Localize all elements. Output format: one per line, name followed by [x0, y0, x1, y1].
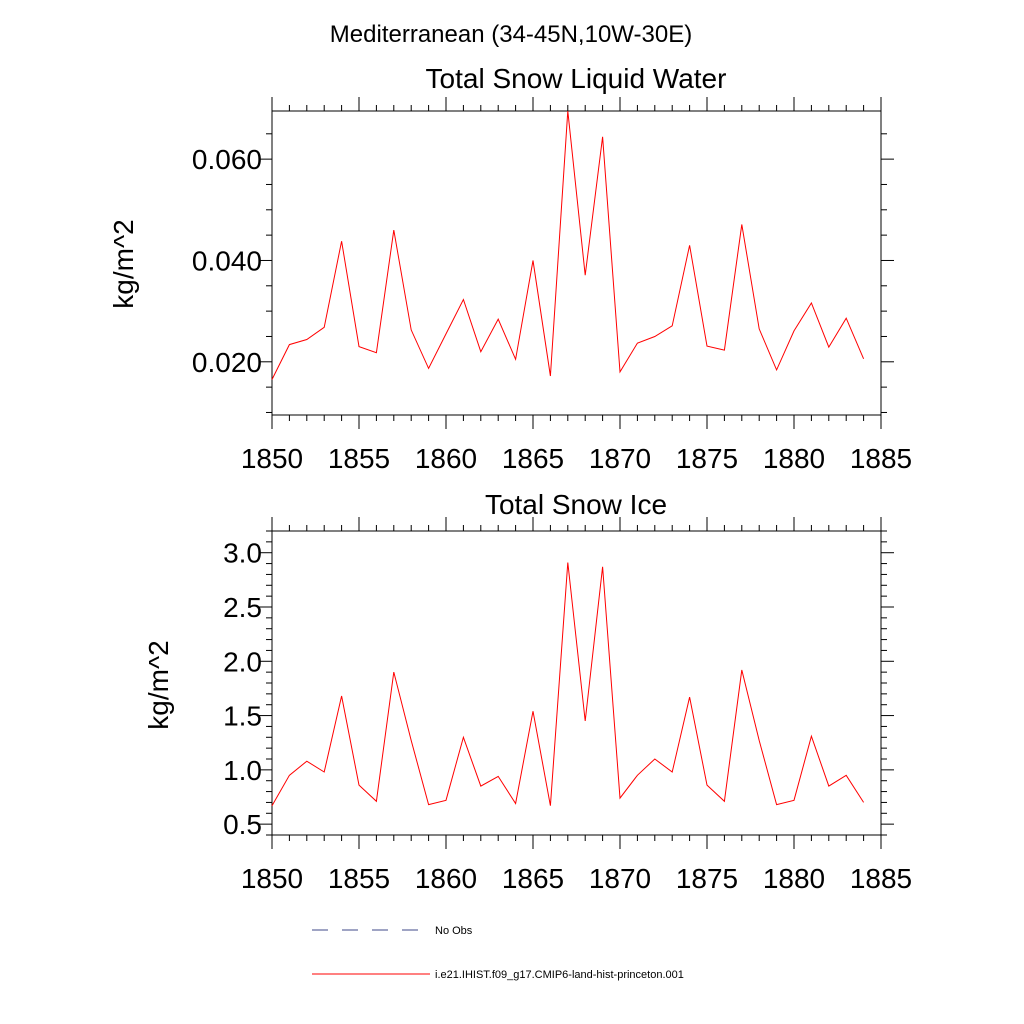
- series-line: [271, 110, 865, 380]
- y-tick-label: 2.5: [223, 592, 262, 623]
- y-tick-label: 3.0: [223, 538, 262, 569]
- x-tick-label: 1865: [502, 863, 564, 894]
- legend-label-model: i.e21.IHIST.f09_g17.CMIP6-land-hist-prin…: [435, 969, 684, 981]
- x-tick-label: 1850: [241, 443, 303, 474]
- plot-frame: [271, 110, 882, 416]
- y-tick-label: 2.0: [223, 646, 262, 677]
- x-tick-label: 1875: [676, 863, 738, 894]
- y-tick-label: 1.5: [223, 701, 262, 732]
- y-tick-label: 1.0: [223, 755, 262, 786]
- panel-snow-ice: Total Snow Ice kg/m^2 1850 1855 1860 1865 18…: [143, 489, 912, 894]
- panel-title: Total Snow Liquid Water: [426, 63, 727, 94]
- x-tick-label: 1850: [241, 863, 303, 894]
- x-tick-label: 1870: [589, 863, 651, 894]
- legend: No Obs i.e21.IHIST.f09_g17.CMIP6-land-hi…: [312, 925, 684, 981]
- legend-label-no-obs: No Obs: [435, 925, 473, 937]
- y-axis-label: kg/m^2: [108, 219, 139, 308]
- x-tick-label: 1855: [328, 443, 390, 474]
- x-tick-label: 1855: [328, 863, 390, 894]
- x-tick-label: 1885: [850, 443, 912, 474]
- y-tick-label: 0.040: [192, 245, 262, 276]
- y-tick-label: 0.060: [192, 144, 262, 175]
- x-tick-label: 1885: [850, 863, 912, 894]
- figure-title: Mediterranean (34-45N,10W-30E): [330, 21, 692, 48]
- x-tick-label: 1860: [415, 863, 477, 894]
- x-tick-label: 1880: [763, 443, 825, 474]
- y-tick-label: 0.020: [192, 347, 262, 378]
- x-tick-label: 1860: [415, 443, 477, 474]
- x-tick-label: 1880: [763, 863, 825, 894]
- panel-title: Total Snow Ice: [485, 489, 667, 520]
- y-tick-label: 0.5: [223, 809, 262, 840]
- series-line: [271, 562, 865, 806]
- x-tick-label: 1870: [589, 443, 651, 474]
- y-axis-label: kg/m^2: [143, 640, 174, 729]
- x-tick-label: 1865: [502, 443, 564, 474]
- panel-snow-liquid-water: Total Snow Liquid Water kg/m^2 1850 1855 1…: [108, 63, 912, 474]
- x-tick-label: 1875: [676, 443, 738, 474]
